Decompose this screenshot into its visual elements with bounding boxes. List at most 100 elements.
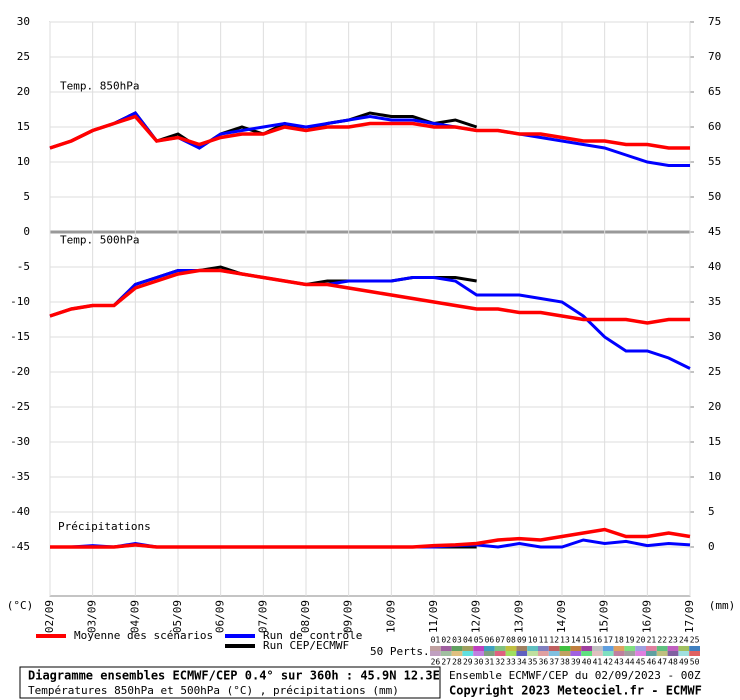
pert-label: 49: [679, 658, 689, 667]
pert-label: 12: [549, 636, 559, 645]
series-line: [49, 114, 690, 150]
pert-label: 33: [506, 658, 516, 667]
pert-swatch: [473, 646, 484, 651]
y2-tick-label: 15: [708, 435, 721, 448]
y-tick-label: -10: [10, 295, 30, 308]
legend-label: Moyenne des scénarios: [74, 629, 213, 642]
pert-label: 23: [668, 636, 678, 645]
pert-label: 11: [539, 636, 549, 645]
pert-label: 03: [452, 636, 462, 645]
pert-label: 39: [571, 658, 581, 667]
pert-label: 32: [495, 658, 505, 667]
pert-swatch: [656, 651, 668, 656]
pert-swatch: [473, 651, 484, 656]
pert-label: 02: [441, 636, 451, 645]
pert-swatch: [624, 651, 636, 656]
pert-swatch: [451, 646, 463, 651]
pert-label: 13: [560, 636, 570, 645]
pert-swatch: [570, 651, 582, 656]
y2-tick-label: 70: [708, 50, 721, 63]
pert-label: 45: [636, 658, 646, 667]
y2-tick-label: 65: [708, 85, 721, 98]
x-tick-label: 11/09: [427, 600, 440, 633]
pert-label: 38: [560, 658, 570, 667]
pert-label: 30: [474, 658, 484, 667]
pert-label: 07: [495, 636, 505, 645]
y-tick-label: -20: [10, 365, 30, 378]
pert-swatch: [635, 651, 646, 656]
y-tick-label: -35: [10, 470, 30, 483]
y-tick-label: 25: [17, 50, 30, 63]
y-tick-label: 15: [17, 120, 30, 133]
pert-swatch: [440, 651, 452, 656]
pert-swatch: [505, 646, 517, 651]
y-tick-label: -15: [10, 330, 30, 343]
chart-subtitle: Températures 850hPa et 500hPa (°C) , pré…: [28, 684, 399, 697]
pert-swatch: [646, 646, 657, 651]
x-tick-label: 10/09: [384, 600, 397, 633]
pert-label: 06: [485, 636, 495, 645]
pert-swatch: [505, 651, 517, 656]
pert-label: 20: [636, 636, 646, 645]
pert-swatch: [494, 651, 506, 656]
pert-swatch: [548, 646, 560, 651]
y2-tick-label: 5: [708, 505, 715, 518]
pert-swatch: [538, 651, 549, 656]
legend-label: Run de contrôle: [263, 629, 362, 642]
pert-label: 16: [593, 636, 603, 645]
panel-label: Temp. 500hPa: [60, 234, 139, 247]
pert-label: 05: [474, 636, 484, 645]
y2-tick-label: 55: [708, 155, 721, 168]
y2-tick-label: 35: [708, 295, 721, 308]
pert-swatch: [462, 651, 474, 656]
y2-tick-label: 60: [708, 120, 721, 133]
pert-swatch: [689, 646, 700, 651]
pert-label: 47: [657, 658, 667, 667]
pert-swatch: [613, 646, 625, 651]
pert-label: 15: [582, 636, 592, 645]
pert-swatch: [646, 651, 657, 656]
chart-title: Diagramme ensembles ECMWF/CEP 0.4° sur 3…: [28, 669, 440, 683]
y2-tick-label: 75: [708, 15, 721, 28]
pert-swatch: [559, 646, 571, 651]
pert-swatch: [430, 646, 441, 651]
y-tick-label: 20: [17, 85, 30, 98]
pert-swatch: [516, 646, 528, 651]
x-tick-label: 13/09: [512, 600, 525, 633]
y2-tick-label: 40: [708, 260, 721, 273]
x-tick-label: 08/09: [299, 600, 312, 633]
title-box: [19, 666, 441, 699]
y2-tick-label: 0: [708, 540, 715, 553]
pert-label: 17: [603, 636, 613, 645]
pert-label: 36: [539, 658, 549, 667]
x-tick-label: 14/09: [555, 600, 568, 633]
pert-label: 41: [593, 658, 603, 667]
y2-tick-label: 25: [708, 365, 721, 378]
pert-swatch: [430, 651, 441, 656]
pert-swatch: [581, 646, 592, 651]
copyright: Copyright 2023 Meteociel.fr - ECMWF: [449, 684, 702, 698]
pert-label: 10: [528, 636, 538, 645]
pert-swatch: [689, 651, 700, 656]
pert-swatch: [484, 646, 495, 651]
y2-axis-label: (mm): [709, 599, 736, 612]
pert-swatch: [678, 651, 690, 656]
legend-label: Run CEP/ECMWF: [263, 639, 349, 652]
x-tick-label: 16/09: [640, 600, 653, 633]
pert-swatch: [656, 646, 668, 651]
y-tick-label: -5: [17, 260, 30, 273]
x-tick-label: 15/09: [598, 600, 611, 633]
pert-label: 50: [690, 658, 700, 667]
pert-swatch: [602, 646, 614, 651]
pert-swatch: [570, 646, 582, 651]
pert-swatch: [440, 646, 452, 651]
pert-label: 48: [668, 658, 678, 667]
x-tick-label: 17/09: [683, 600, 696, 633]
y-tick-label: 10: [17, 155, 30, 168]
x-tick-label: 07/09: [256, 600, 269, 633]
pert-label: 22: [657, 636, 667, 645]
pert-swatch: [624, 646, 636, 651]
pert-swatch: [527, 651, 538, 656]
x-tick-label: 12/09: [470, 600, 483, 633]
pert-label: 28: [452, 658, 462, 667]
